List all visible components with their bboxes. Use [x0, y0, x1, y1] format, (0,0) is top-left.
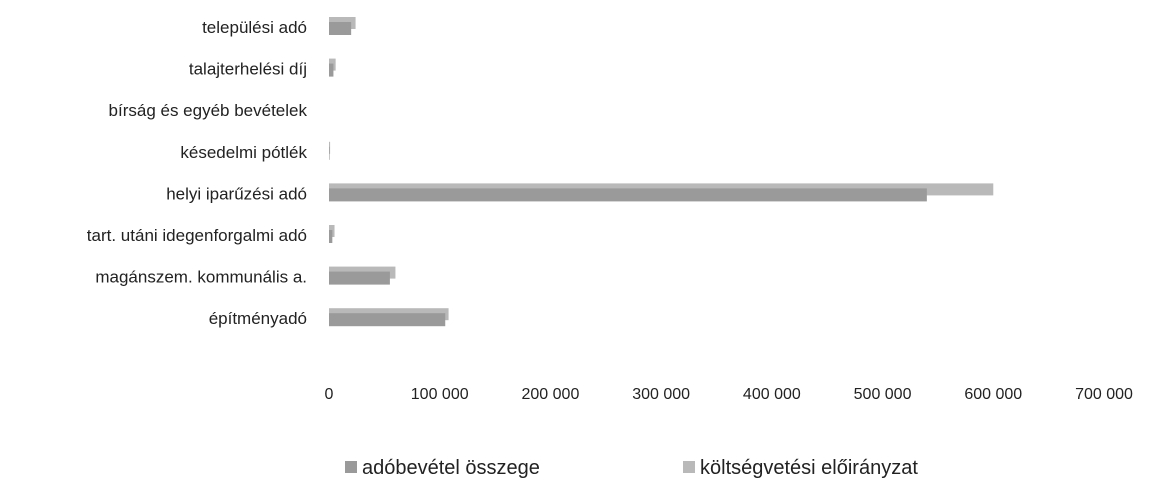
category-label: magánszem. kommunális a.: [95, 268, 307, 287]
category-label: talajterhelési díj: [189, 60, 307, 79]
category-label: helyi iparűzési adó: [166, 184, 307, 203]
bar-adobevetel-osszege: [329, 230, 333, 243]
bar-adobevetel-osszege: [329, 63, 334, 77]
category-label: bírság és egyéb bevételek: [109, 101, 308, 120]
category-labels: települési adó talajterhelési díj bírság é…: [87, 18, 308, 328]
x-tick-label: 600 000: [964, 386, 1022, 403]
bar-adobevetel-osszege: [329, 22, 352, 35]
bar-koltsegvetesi-eloiranyzat: [329, 141, 331, 154]
legend: adóbevétel összege költségvetési előirány…: [345, 457, 918, 479]
x-tick-label: 700 000: [1075, 386, 1133, 403]
x-tick-label: 200 000: [522, 386, 580, 403]
bar-adobevetel-osszege: [329, 313, 446, 327]
legend-label: adóbevétel összege: [362, 457, 540, 479]
x-tick-label: 0: [325, 386, 334, 403]
bar-adobevetel-osszege: [329, 188, 927, 202]
x-tick-label: 100 000: [411, 386, 469, 403]
x-tick-label: 400 000: [743, 386, 801, 403]
x-tick-label: 500 000: [854, 386, 912, 403]
bar-adobevetel-osszege: [329, 271, 390, 285]
bar-adobevetel-osszege: [329, 146, 330, 160]
bars: [329, 17, 994, 327]
x-tick-label: 300 000: [632, 386, 690, 403]
category-label: építményadó: [209, 309, 307, 328]
category-label: tart. utáni idegenforgalmi adó: [87, 226, 307, 245]
legend-label: költségvetési előirányzat: [700, 457, 918, 479]
legend-swatch: [683, 461, 695, 473]
x-axis-ticks: 0 100 000 200 000 300 000 400 000 500 000 600 …: [325, 386, 1133, 403]
legend-swatch: [345, 461, 357, 473]
category-label: települési adó: [202, 18, 307, 37]
category-label: késedelmi pótlék: [180, 143, 307, 162]
